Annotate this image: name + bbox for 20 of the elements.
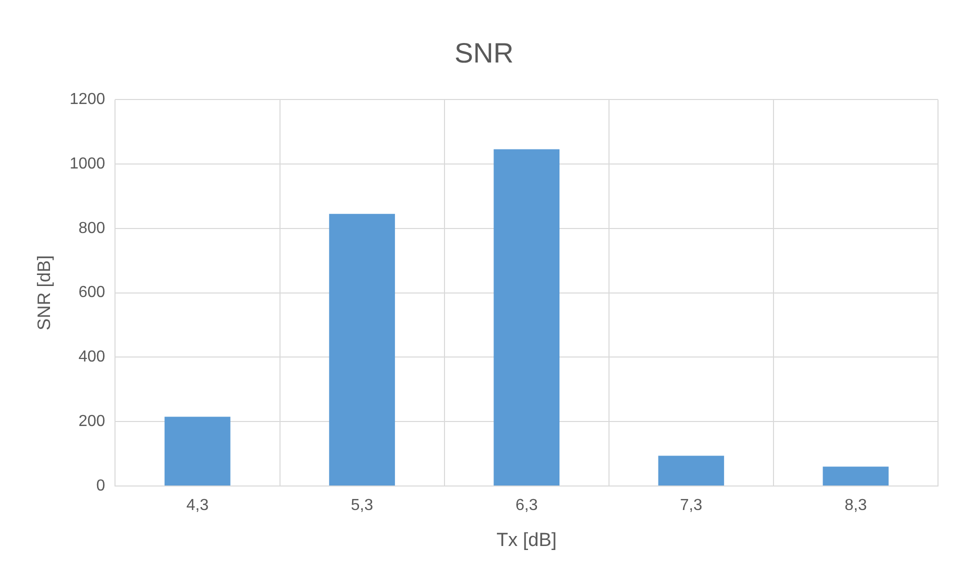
x-tick-label: 4,3 — [186, 497, 209, 514]
y-tick-label: 200 — [78, 413, 106, 430]
bar — [329, 214, 395, 486]
bar — [822, 466, 889, 486]
x-tick-label: 5,3 — [350, 497, 374, 514]
bar — [658, 456, 724, 486]
y-tick-label: 400 — [78, 348, 106, 366]
y-tick-label: 1200 — [70, 91, 106, 108]
y-tick-label: 600 — [78, 284, 106, 302]
bar — [164, 416, 230, 486]
x-tick-label: 6,3 — [515, 497, 538, 514]
x-tick-label: 7,3 — [680, 497, 702, 514]
y-tick-label: 800 — [78, 220, 106, 237]
chart-title: SNR — [454, 38, 514, 69]
y-axis-title: SNR [dB] — [34, 255, 54, 330]
y-tick-label: 1000 — [70, 155, 106, 172]
x-axis-title: Tx [dB] — [496, 530, 557, 551]
x-tick-label: 8,3 — [844, 497, 867, 514]
bar — [494, 149, 560, 486]
y-tick-label: 0 — [96, 477, 106, 494]
